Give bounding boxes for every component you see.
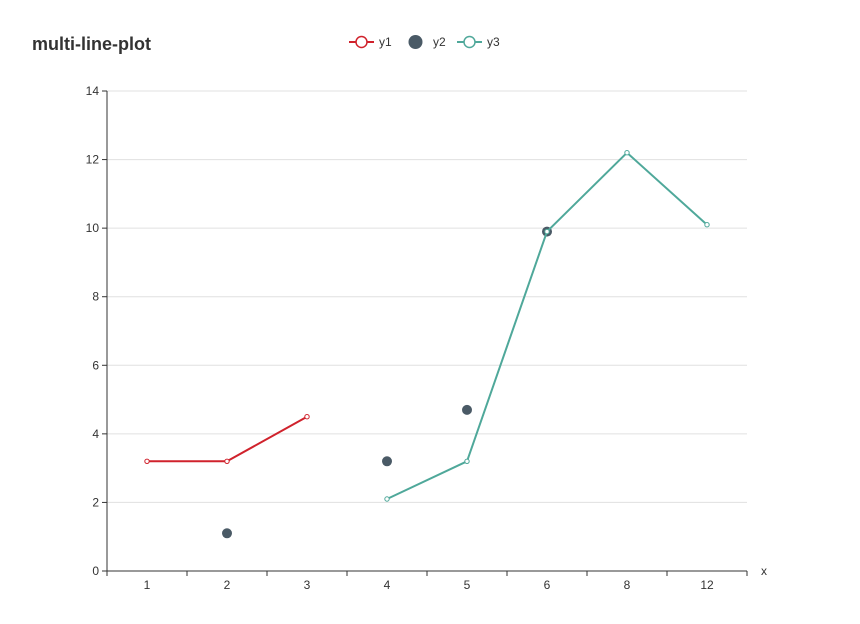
- data-point-y3: [544, 228, 550, 235]
- x-tick-label: 8: [624, 578, 631, 592]
- y-tick-label: 10: [86, 221, 100, 235]
- data-point-y3: [464, 458, 470, 464]
- x-tick-label: 6: [544, 578, 551, 592]
- series-y3: [384, 150, 710, 502]
- data-point-y3: [704, 222, 710, 228]
- y-tick-label: 6: [92, 358, 99, 372]
- legend-label: y2: [433, 35, 446, 49]
- data-point-y1: [224, 458, 230, 464]
- data-point-y1: [304, 414, 310, 420]
- data-point-y1: [144, 458, 150, 464]
- legend: y1 y2 y3: [349, 35, 500, 49]
- x-tick-label: 3: [304, 578, 311, 592]
- x-tick-label: 2: [224, 578, 231, 592]
- data-point-y2: [462, 404, 472, 415]
- legend-marker-icon: [408, 35, 423, 49]
- series-line-y3: [386, 151, 708, 500]
- data-point-y2: [222, 528, 232, 539]
- y-tick-label: 8: [92, 290, 99, 304]
- series-y2: [222, 226, 552, 539]
- series-line-y1: [147, 415, 308, 463]
- x-tick-label: 4: [384, 578, 391, 592]
- y-tick-label: 2: [92, 495, 99, 509]
- legend-label: y1: [379, 35, 392, 49]
- x-axis-name: x: [761, 564, 767, 578]
- grid: [107, 90, 747, 503]
- legend-item-y2: y2: [408, 35, 446, 49]
- legend-marker-icon: [355, 35, 368, 49]
- series-y1: [144, 414, 310, 464]
- x-tick-label: 5: [464, 578, 471, 592]
- legend-item-y3: y3: [457, 35, 500, 49]
- data-point-y3: [624, 150, 630, 156]
- y-tick-label: 4: [92, 427, 99, 441]
- legend-item-y1: y1: [349, 35, 392, 49]
- y-tick-label: 0: [92, 564, 99, 578]
- y-tick-label: 12: [86, 153, 100, 167]
- x-tick-label: 1: [144, 578, 151, 592]
- series-layer: [144, 150, 710, 539]
- chart-title: multi-line-plot: [32, 34, 151, 54]
- x-tick-label: 12: [700, 578, 714, 592]
- y-tick-label: 14: [86, 84, 100, 98]
- legend-marker-icon: [463, 35, 476, 49]
- data-point-y2: [382, 456, 392, 467]
- data-point-y3: [384, 496, 390, 502]
- legend-label: y3: [487, 35, 500, 49]
